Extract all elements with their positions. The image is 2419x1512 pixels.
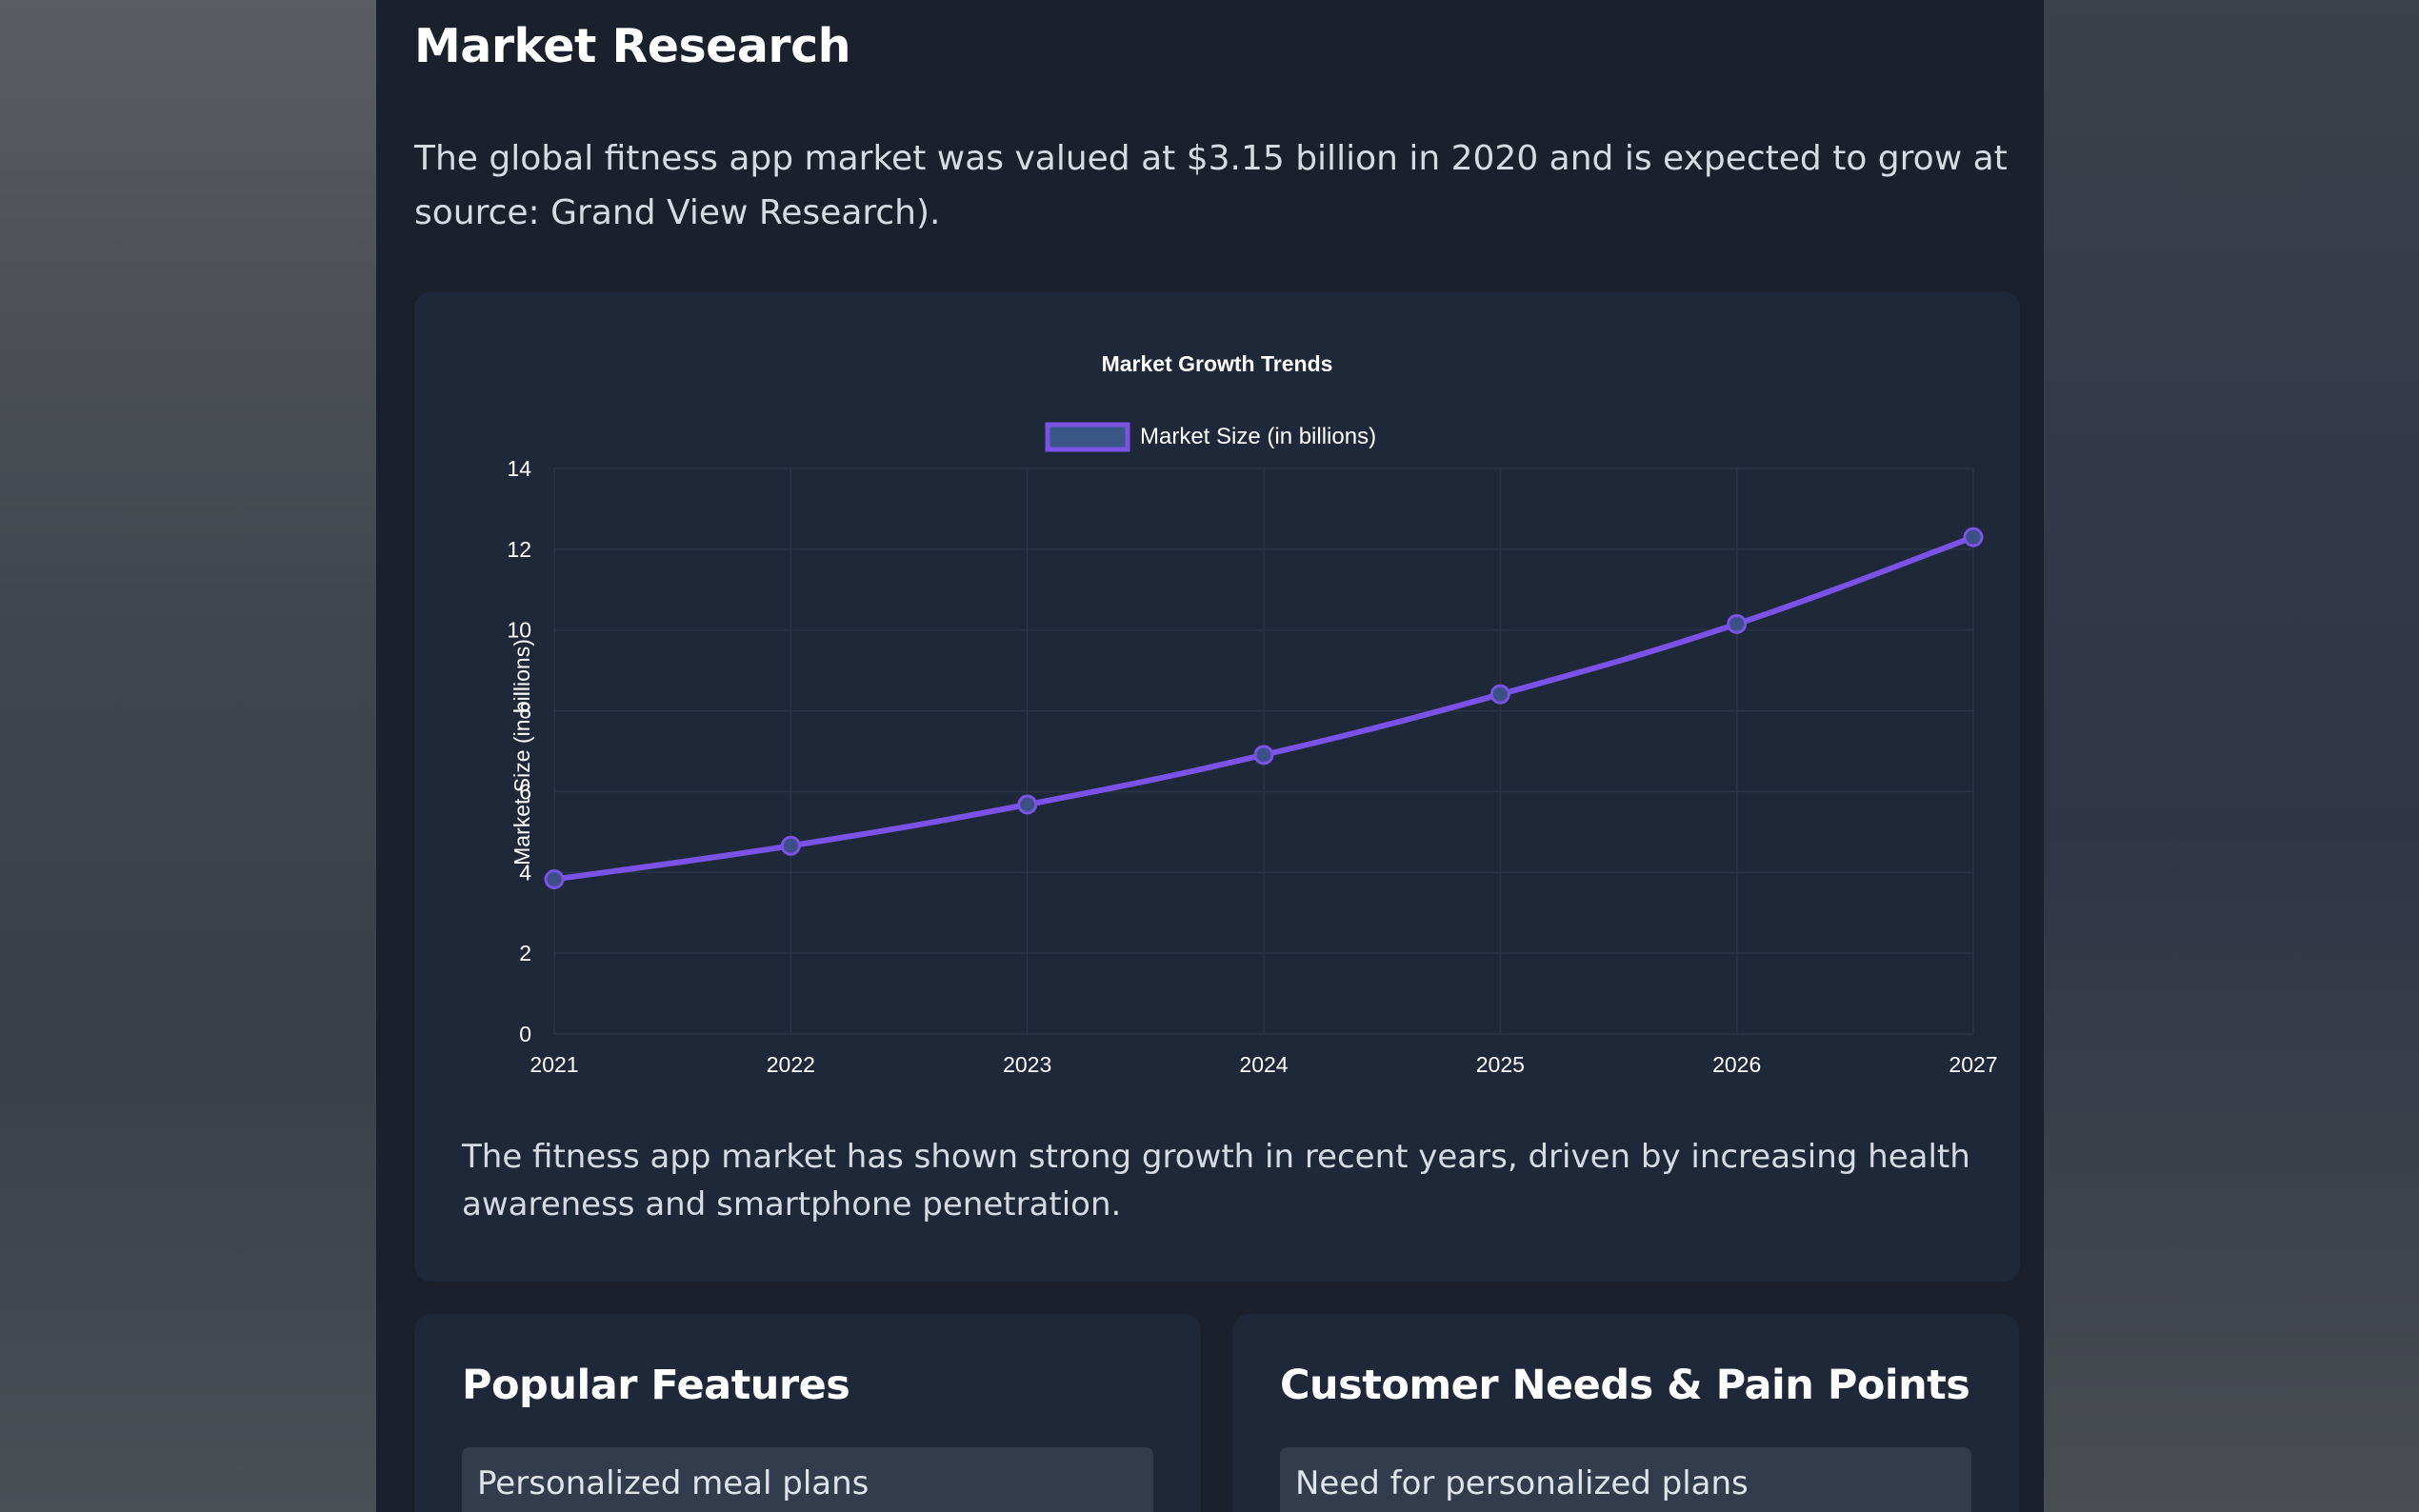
chart-caption: The fitness app market has shown strong … [462,1138,1970,1224]
popular-features-title: Popular Features [462,1362,850,1409]
x-tick-label: 2022 [767,1052,815,1077]
data-point-2021[interactable] [544,868,565,889]
x-tick-label: 2026 [1712,1052,1761,1077]
popular-features-card: Popular Features Personalized meal plans [414,1314,1201,1512]
y-tick-label: 8 [519,699,531,724]
chart-card: 0 2 4 6 8 10 12 14 2021 2022 2023 2024 2025 2026 2027 … [414,291,2020,1282]
y-tick-label: 12 [507,537,531,562]
report-page: Market Research The global fitness app m… [376,0,2044,1512]
data-point-2024[interactable] [1253,745,1274,766]
chart-legend[interactable]: Market Size (in billions) [1045,422,1376,452]
x-tick-label: 2021 [530,1052,578,1077]
background-right [2044,0,2419,1512]
y-axis-title: Market Size (in billions) [510,639,534,865]
data-point-2027[interactable] [1963,527,1984,547]
intro-paragraph: The global fitness app market was valued… [414,139,2008,232]
customer-needs-title: Customer Needs & Pain Points [1280,1362,1970,1409]
y-tick-label: 6 [519,779,531,804]
y-tick-label: 2 [519,941,531,965]
data-point-2022[interactable] [780,835,801,856]
x-tick-label: 2025 [1476,1052,1525,1077]
x-tick-label: 2024 [1239,1052,1288,1077]
data-point-2026[interactable] [1727,613,1748,634]
series-points [544,527,1984,889]
legend-swatch [1045,422,1130,452]
need-item: Need for personalized plans [1280,1447,1971,1512]
chart-grid [553,468,1974,1035]
section-title: Market Research [414,19,851,73]
chart-axes: 0 2 4 6 8 10 12 14 2021 2022 2023 2024 2025 2026 2027 [507,456,1997,1077]
y-tick-label: 10 [507,618,531,643]
y-tick-label: 0 [519,1022,531,1046]
data-point-2023[interactable] [1017,794,1038,815]
chart-title: Market Growth Trends [1102,351,1333,376]
background-left [0,0,376,1512]
data-point-2025[interactable] [1489,684,1510,705]
customer-needs-card: Customer Needs & Pain Points Need for pe… [1232,1314,2019,1512]
legend-label: Market Size (in billions) [1140,424,1376,449]
y-tick-label: 4 [519,860,531,885]
feature-item: Personalized meal plans [462,1447,1153,1512]
y-tick-label: 14 [507,456,531,481]
x-tick-label: 2023 [1003,1052,1051,1077]
x-tick-label: 2027 [1949,1052,1997,1077]
